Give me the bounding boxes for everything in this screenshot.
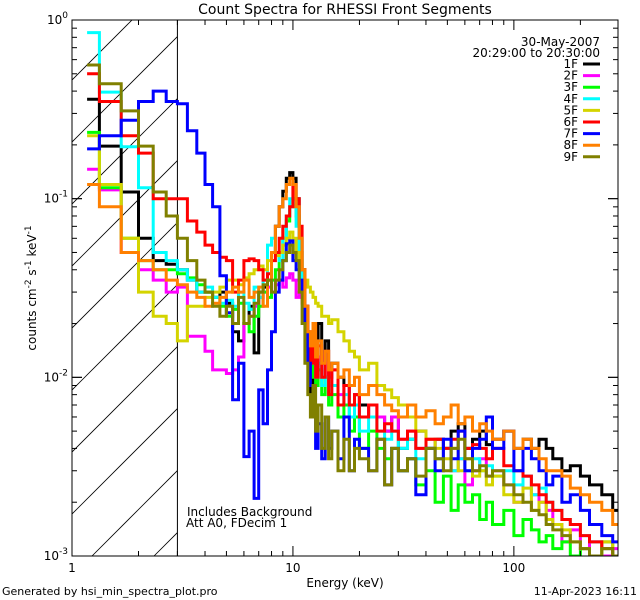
legend-label-6F: 6F — [563, 115, 578, 129]
axis-ticks — [71, 19, 618, 557]
legend-label-9F: 9F — [563, 150, 578, 164]
y-tick-label: 100 — [47, 11, 68, 27]
attenuator-hatch-region — [0, 0, 178, 556]
hatch-line — [72, 20, 133, 81]
legend-label-4F: 4F — [563, 92, 578, 106]
x-tick-label: 100 — [502, 561, 525, 575]
legend-label-8F: 8F — [563, 138, 578, 152]
footer-generated-by: Generated by hsi_min_spectra_plot.pro — [2, 585, 218, 598]
x-axis-label: Energy (keV) — [306, 576, 383, 590]
chart-title: Count Spectra for RHESSI Front Segments — [198, 2, 492, 18]
x-tick-label: 10 — [285, 561, 300, 575]
footer-timestamp: 11-Apr-2023 16:11 — [534, 585, 637, 598]
hatch-line — [72, 222, 178, 329]
legend-label-2F: 2F — [563, 69, 578, 83]
hatch-line — [91, 470, 178, 556]
series-group — [87, 31, 618, 556]
time-range-label: 20:29:00 to 20:30:00 — [473, 46, 600, 60]
legend-label-3F: 3F — [563, 80, 578, 94]
hatch-line — [72, 408, 178, 515]
annotation-background: Includes Background — [187, 505, 312, 519]
hatch-line — [0, 0, 94, 556]
series-line-9F — [87, 63, 618, 556]
series-line-2F — [87, 167, 618, 556]
y-tick-label: 10-2 — [44, 368, 68, 384]
series-line-8F — [87, 176, 618, 526]
x-tick-label: 1 — [68, 561, 76, 575]
y-tick-label: 10-1 — [44, 190, 68, 206]
hatch-line — [72, 36, 178, 143]
plot-frame — [71, 19, 619, 557]
legend-label-1F: 1F — [563, 57, 578, 71]
series-line-5F — [87, 134, 618, 556]
date-label: 30-May-2007 — [521, 35, 600, 49]
y-axis-label: counts cm-2 s-1 keV-1 — [24, 225, 39, 350]
axis-tick-labels: 1 10 100 100 10-1 10-2 10-3 — [44, 11, 526, 575]
series-line-4F — [87, 31, 618, 556]
annotation-attenuator: Att A0, FDecim 1 — [186, 516, 287, 530]
y-tick-label: 10-3 — [44, 547, 68, 563]
legend-label-5F: 5F — [563, 103, 578, 117]
legend-label-7F: 7F — [563, 127, 578, 141]
